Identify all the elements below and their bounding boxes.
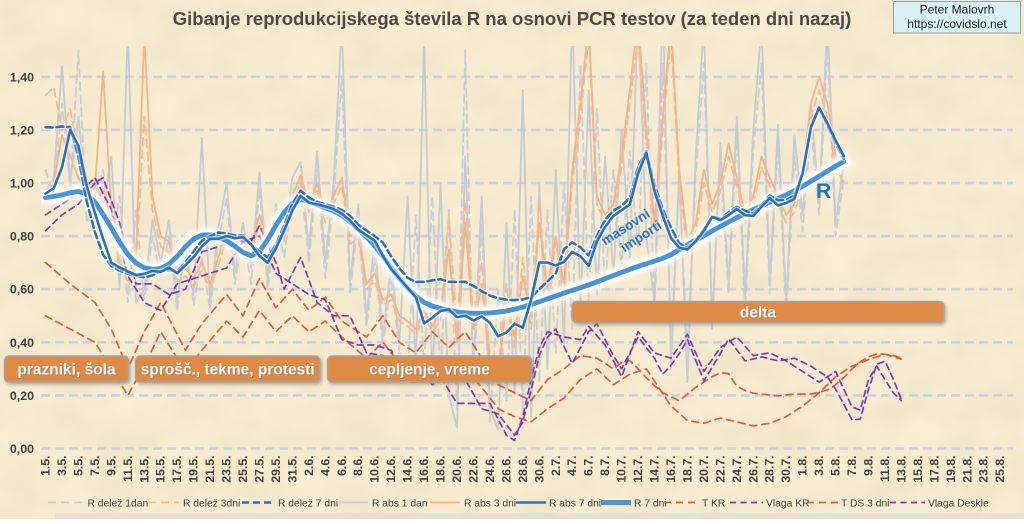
svg-text:24.6.: 24.6. (483, 456, 497, 483)
svg-text:7.8.: 7.8. (845, 456, 859, 476)
svg-text:15.8.: 15.8. (911, 456, 925, 483)
svg-text:cepljenje, vreme: cepljenje, vreme (369, 362, 490, 379)
svg-text:sprošč., tekme, protesti: sprošč., tekme, protesti (141, 362, 315, 379)
svg-text:22.6.: 22.6. (467, 456, 481, 483)
svg-text:prazniki, šola: prazniki, šola (18, 363, 117, 380)
svg-text:26.6.: 26.6. (499, 456, 513, 483)
svg-text:8.6.: 8.6. (351, 456, 365, 476)
svg-text:cepljenje, vreme: cepljenje, vreme (370, 363, 491, 380)
svg-text:2.6.: 2.6. (302, 456, 316, 476)
svg-text:1.8.: 1.8. (796, 456, 810, 476)
svg-text:T KR: T KR (702, 499, 725, 510)
svg-text:7.5.: 7.5. (88, 456, 102, 476)
svg-text:6.6.: 6.6. (335, 456, 349, 476)
svg-text:22.7.: 22.7. (713, 456, 727, 483)
svg-text:0,80: 0,80 (10, 230, 34, 244)
svg-text:4.6.: 4.6. (318, 456, 332, 476)
svg-text:14.6.: 14.6. (401, 456, 415, 483)
svg-text:19.8.: 19.8. (944, 456, 958, 483)
svg-text:27.5.: 27.5. (253, 456, 267, 483)
svg-text:24.7.: 24.7. (730, 456, 744, 483)
svg-text:18.7.: 18.7. (680, 456, 694, 483)
svg-text:prazniki, šola: prazniki, šola (17, 362, 116, 379)
svg-text:20.6.: 20.6. (450, 456, 464, 483)
svg-text:0,40: 0,40 (10, 336, 34, 350)
svg-text:R delež 3dni: R delež 3dni (183, 499, 240, 510)
svg-text:R abs 1 dan: R abs 1 dan (372, 499, 428, 510)
svg-text:Vlaga KR: Vlaga KR (766, 499, 810, 510)
svg-text:30.6.: 30.6. (532, 456, 546, 483)
svg-text:13.8.: 13.8. (894, 456, 908, 483)
svg-text:13.5.: 13.5. (137, 456, 151, 483)
svg-text:20.7.: 20.7. (697, 456, 711, 483)
svg-text:R abs 3 dni: R abs 3 dni (464, 499, 516, 510)
svg-text:Peter Malovrh: Peter Malovrh (920, 3, 995, 17)
svg-text:29.5.: 29.5. (269, 456, 283, 483)
svg-text:0,00: 0,00 (10, 442, 34, 456)
svg-text:10.7.: 10.7. (615, 456, 629, 483)
svg-text:1,20: 1,20 (10, 123, 34, 137)
svg-text:3.8.: 3.8. (812, 456, 826, 476)
svg-text:28.7.: 28.7. (763, 456, 777, 483)
svg-text:25.8.: 25.8. (993, 456, 1007, 483)
svg-text:delta: delta (741, 306, 778, 323)
svg-text:17.8.: 17.8. (927, 456, 941, 483)
svg-text:6.7.: 6.7. (582, 456, 596, 476)
svg-text:R 7 dni: R 7 dni (634, 499, 667, 510)
svg-text:15.5.: 15.5. (154, 456, 168, 483)
svg-text:Vlaga Deskle: Vlaga Deskle (928, 499, 989, 510)
svg-text:https://covidslo.net: https://covidslo.net (907, 17, 1007, 31)
svg-text:2.7.: 2.7. (549, 456, 563, 476)
svg-text:23.5.: 23.5. (220, 456, 234, 483)
svg-text:21.5.: 21.5. (203, 456, 217, 483)
svg-text:23.8.: 23.8. (977, 456, 991, 483)
svg-text:10.6.: 10.6. (368, 456, 382, 483)
svg-text:T DS 3 dni: T DS 3 dni (841, 499, 889, 510)
svg-text:17.5.: 17.5. (170, 456, 184, 483)
svg-text:R delež 1dan: R delež 1dan (88, 499, 149, 510)
svg-text:sprošč., tekme, protesti: sprošč., tekme, protesti (142, 363, 316, 380)
svg-text:1.5.: 1.5. (39, 456, 53, 476)
svg-text:30.7.: 30.7. (779, 456, 793, 483)
svg-text:5.8.: 5.8. (829, 456, 843, 476)
svg-text:R abs 7 dni: R abs 7 dni (549, 499, 601, 510)
svg-text:14.7.: 14.7. (648, 456, 662, 483)
svg-text:1,00: 1,00 (10, 177, 34, 191)
svg-text:19.5.: 19.5. (187, 456, 201, 483)
svg-text:0,20: 0,20 (10, 389, 34, 403)
svg-text:5.5.: 5.5. (71, 456, 85, 476)
svg-text:16.7.: 16.7. (664, 456, 678, 483)
svg-text:R: R (816, 180, 831, 203)
svg-text:R delež 7 dni: R delež 7 dni (278, 499, 338, 510)
svg-text:12.7.: 12.7. (631, 456, 645, 483)
svg-text:8.7.: 8.7. (598, 456, 612, 476)
svg-text:31.5.: 31.5. (285, 456, 299, 483)
svg-text:12.6.: 12.6. (384, 456, 398, 483)
svg-text:26.7.: 26.7. (746, 456, 760, 483)
svg-text:delta: delta (740, 305, 777, 322)
svg-text:11.5.: 11.5. (121, 456, 135, 482)
svg-text:0,60: 0,60 (10, 283, 34, 297)
svg-text:9.5.: 9.5. (104, 456, 118, 476)
svg-text:21.8.: 21.8. (960, 456, 974, 483)
svg-text:9.8.: 9.8. (862, 456, 876, 476)
svg-text:4.7.: 4.7. (565, 456, 579, 476)
svg-text:3.5.: 3.5. (55, 456, 69, 476)
svg-text:1,40: 1,40 (10, 70, 34, 84)
svg-text:28.6.: 28.6. (516, 456, 530, 483)
svg-text:Gibanje reprodukcijskega števi: Gibanje reprodukcijskega števila R na os… (173, 8, 852, 29)
svg-text:11.8.: 11.8. (878, 456, 892, 482)
svg-text:25.5.: 25.5. (236, 456, 250, 483)
svg-text:16.6.: 16.6. (417, 456, 431, 483)
svg-text:18.6.: 18.6. (434, 456, 448, 483)
